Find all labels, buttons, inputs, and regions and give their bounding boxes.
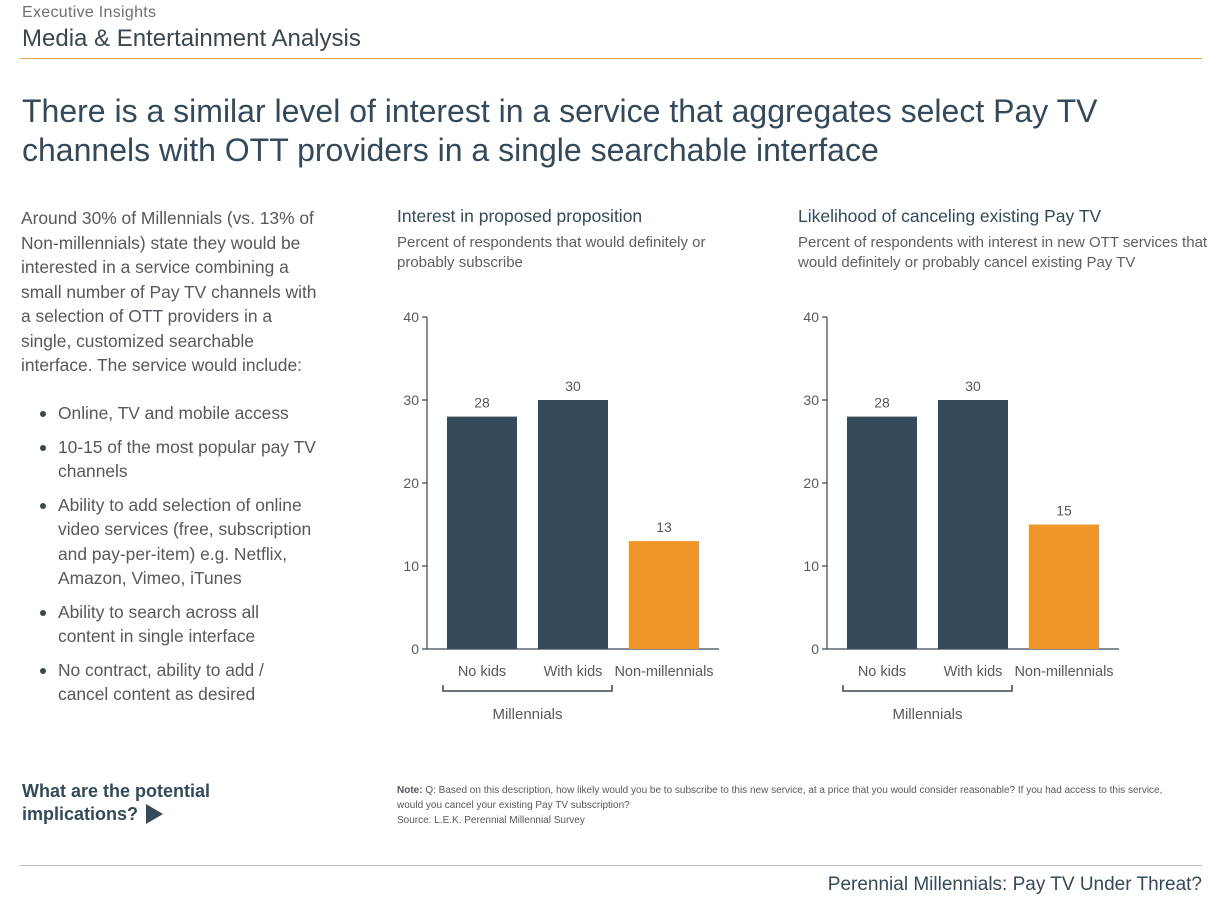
y-tick-label: 30 (803, 392, 819, 408)
feature-item: Ability to add selection of online video… (38, 493, 318, 591)
chart-1-plot: 0 10 20 30 40 28 No kids 30 With kids 13 Non-mille… (403, 309, 719, 723)
x-tick-label: Non-millennials (1014, 664, 1113, 680)
note-label: Note: (397, 785, 423, 796)
feature-item: No contract, ability to add / cancel con… (38, 658, 318, 707)
x-tick-label: No kids (458, 664, 506, 680)
feature-item: 10-15 of the most popular pay TV channel… (38, 435, 318, 484)
chart-2-subtitle: Percent of respondents with interest in … (798, 234, 1208, 271)
y-tick-label: 10 (803, 558, 819, 574)
header-kicker: Executive Insights (22, 4, 157, 21)
implications-line-1: What are the potential (22, 781, 211, 801)
data-label: 30 (965, 378, 981, 394)
x-tick-label: Non-millennials (614, 664, 713, 680)
y-tick-label: 10 (403, 558, 419, 574)
x-tick-label: No kids (858, 664, 906, 680)
feature-item: Ability to search across all content in … (38, 600, 318, 649)
implications-line-2: implications? (22, 804, 139, 824)
data-label: 13 (656, 519, 672, 535)
data-label: 15 (1056, 503, 1072, 519)
y-tick-label: 0 (811, 641, 819, 657)
y-tick-label: 0 (411, 641, 419, 657)
source-text: Source: L.E.K. Perennial Millennial Surv… (397, 815, 585, 826)
chart-2-plot: 0 10 20 30 40 28 No kids 30 With kids 15 Non-mille… (803, 309, 1119, 723)
intro-paragraph: Around 30% of Millennials (vs. 13% of No… (21, 208, 317, 375)
group-bracket (442, 685, 613, 692)
group-label: Millennials (892, 706, 962, 723)
x-tick-label: With kids (544, 664, 603, 680)
chart-1-title: Interest in proposed proposition (397, 206, 643, 226)
page-headline: There is a similar level of interest in … (22, 93, 1098, 168)
header-section-title: Media & Entertainment Analysis (22, 25, 361, 52)
y-tick-label: 20 (403, 475, 419, 491)
bar (938, 400, 1008, 649)
feature-list: Online, TV and mobile access 10-15 of th… (38, 401, 318, 716)
x-tick-label: With kids (944, 664, 1003, 680)
data-label: 28 (474, 395, 490, 411)
footer-divider (20, 865, 1202, 866)
implications-link[interactable]: What are the potential implications? (22, 780, 210, 826)
note-text: Q: Based on this description, how likely… (397, 785, 1163, 811)
bar (538, 400, 608, 649)
bar (447, 416, 517, 649)
chart-2-title: Likelihood of canceling existing Pay TV (798, 206, 1102, 226)
chart-1-subtitle: Percent of respondents that would defini… (397, 234, 706, 271)
play-arrow-icon[interactable] (146, 804, 164, 824)
group-bracket (842, 685, 1013, 692)
y-tick-label: 40 (803, 309, 819, 325)
footer-title: Perennial Millennials: Pay TV Under Thre… (827, 874, 1202, 895)
header-divider (20, 58, 1202, 59)
feature-item: Online, TV and mobile access (38, 401, 318, 426)
data-label: 28 (874, 395, 890, 411)
group-label: Millennials (492, 706, 562, 723)
y-tick-label: 20 (803, 475, 819, 491)
bar (1029, 524, 1099, 649)
y-tick-label: 40 (403, 309, 419, 325)
bar (629, 541, 699, 649)
bar (847, 416, 917, 649)
survey-note: Note: Q: Based on this description, how … (397, 783, 1187, 828)
y-tick-label: 30 (403, 392, 419, 408)
data-label: 30 (565, 378, 581, 394)
